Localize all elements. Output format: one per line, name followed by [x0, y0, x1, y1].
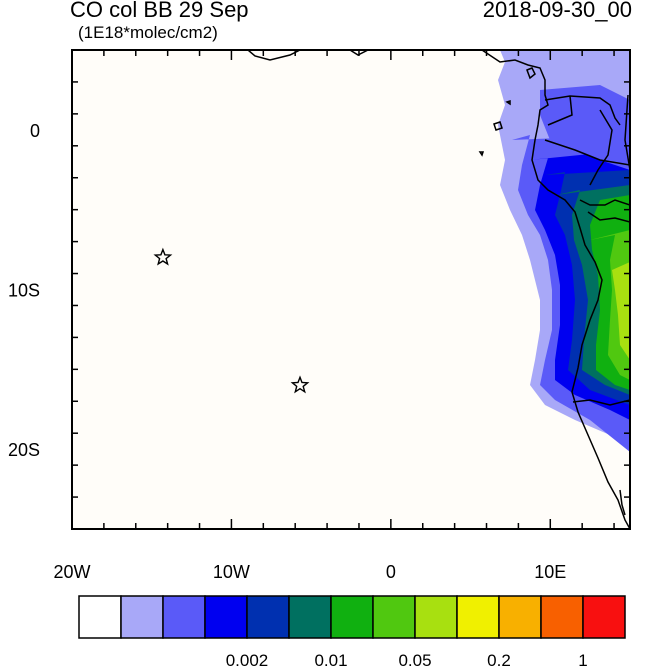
border-4 — [544, 139, 630, 166]
colorbar-label: 0.05 — [398, 651, 431, 667]
border-7 — [572, 399, 630, 406]
border-6 — [587, 211, 630, 223]
co-band-0.5 — [612, 262, 630, 360]
datetime-label: 2018-09-30_00 — [482, 0, 632, 22]
colorbar-box — [540, 595, 584, 639]
africa-west-coast — [481, 50, 630, 529]
border-3 — [589, 109, 613, 186]
border-2 — [547, 95, 573, 126]
colorbar-label: 0.01 — [314, 651, 347, 667]
x-tick-label: 0 — [386, 562, 396, 582]
y-tick-label: 20S — [8, 440, 40, 460]
north-coast-2 — [349, 50, 369, 56]
colorbar-box — [582, 595, 626, 639]
island-4 — [478, 151, 485, 157]
co-field — [455, 50, 630, 452]
colorbar-box — [78, 595, 122, 639]
axes: 20W 10W 0 10E 0 10S 20S — [8, 49, 630, 582]
x-tick-label: 20W — [53, 562, 90, 582]
star-marker — [153, 247, 173, 266]
x-tick-label: 10W — [213, 562, 250, 582]
colorbar-box — [120, 595, 164, 639]
colorbar-box — [498, 595, 542, 639]
island-2 — [493, 121, 503, 131]
markers — [153, 247, 310, 394]
colorbar-label: 0.002 — [226, 651, 269, 667]
x-tick-label: 10E — [534, 562, 566, 582]
units-label: (1E18*molec/cm2) — [78, 23, 218, 42]
island-3 — [505, 99, 511, 106]
colorbar-label: 1 — [578, 651, 587, 667]
coastlines — [247, 50, 630, 529]
colorbar-box — [162, 595, 206, 639]
colorbar-box — [330, 595, 374, 639]
map-title: CO col BB 29 Sep — [70, 0, 249, 22]
island-1 — [526, 67, 536, 80]
y-tick-label: 10S — [8, 281, 40, 301]
colorbar-box — [288, 595, 332, 639]
border-9 — [619, 489, 626, 516]
colorbar-box — [372, 595, 416, 639]
co-band-north — [540, 85, 630, 170]
colorbar-label: 0.2 — [487, 651, 511, 667]
border-5 — [579, 199, 630, 206]
colorbar-box — [414, 595, 458, 639]
y-tick-label: 0 — [30, 121, 40, 141]
colorbar-box — [456, 595, 500, 639]
border-1 — [544, 95, 621, 126]
star-marker — [290, 375, 310, 394]
border-8 — [624, 94, 630, 171]
north-coast — [247, 50, 301, 61]
plot-frame — [71, 49, 631, 530]
colorbar-box — [204, 595, 248, 639]
colorbar-box — [246, 595, 290, 639]
